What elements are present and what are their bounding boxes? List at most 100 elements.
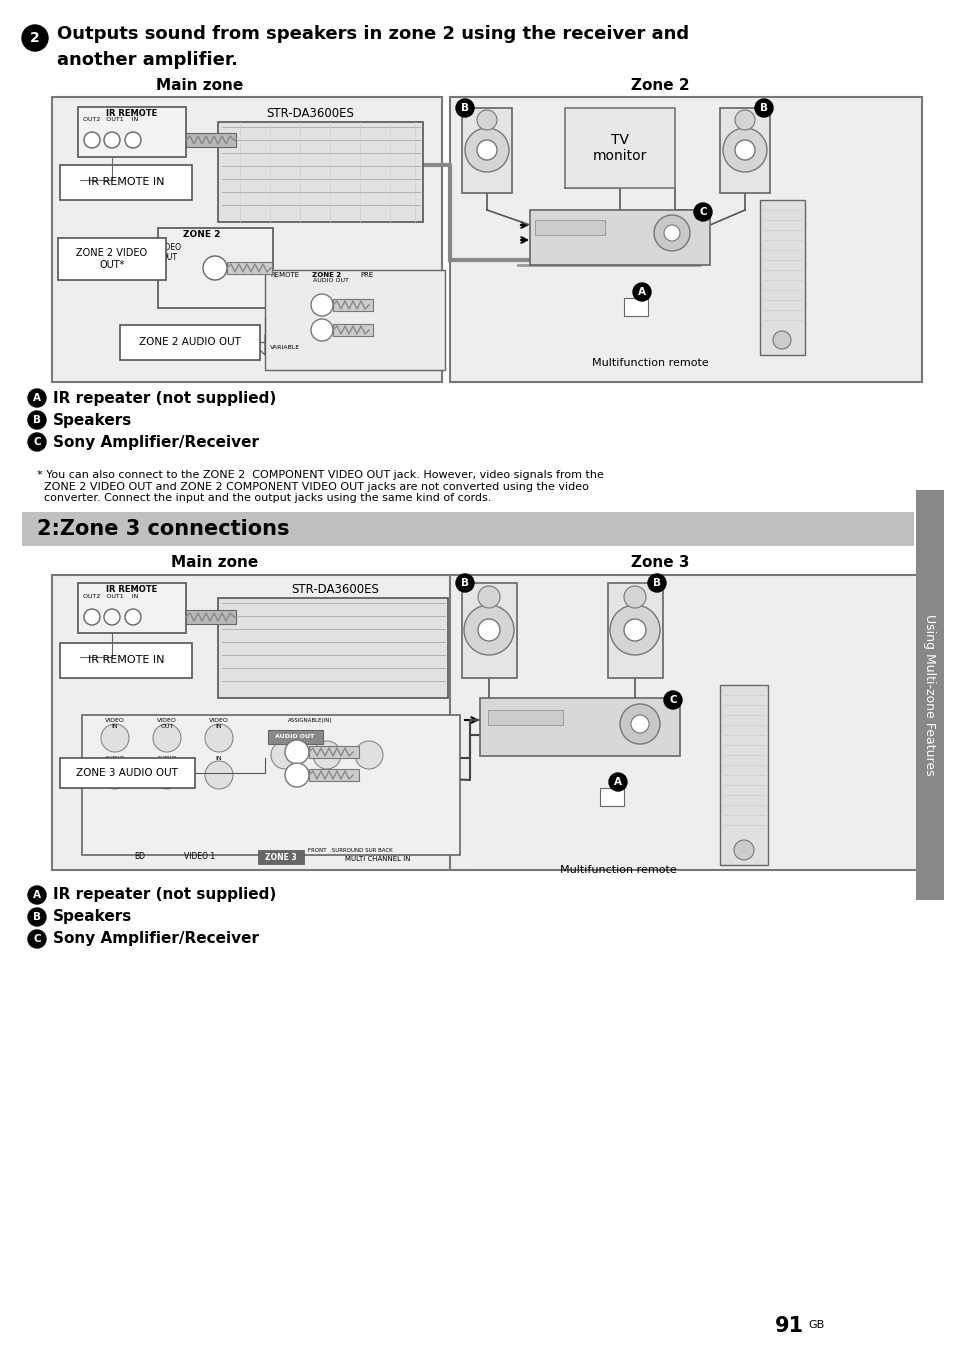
Text: OUT2   OUT1    IN: OUT2 OUT1 IN bbox=[83, 118, 138, 122]
Text: Zone 2: Zone 2 bbox=[630, 78, 689, 93]
Circle shape bbox=[101, 725, 129, 752]
Bar bbox=[265, 270, 444, 370]
Circle shape bbox=[456, 99, 474, 118]
Circle shape bbox=[663, 691, 681, 708]
Text: ZONE 3 AUDIO OUT: ZONE 3 AUDIO OUT bbox=[76, 768, 178, 777]
Text: GB: GB bbox=[807, 1320, 823, 1330]
Circle shape bbox=[630, 715, 648, 733]
Bar bbox=[78, 107, 186, 157]
Bar bbox=[461, 108, 512, 193]
Text: B: B bbox=[33, 415, 41, 425]
Circle shape bbox=[311, 293, 333, 316]
Circle shape bbox=[772, 331, 790, 349]
Bar bbox=[22, 512, 913, 546]
Text: 2: 2 bbox=[30, 31, 40, 45]
Text: ZONE 2 VIDEO
OUT*: ZONE 2 VIDEO OUT* bbox=[76, 249, 148, 270]
Text: Main zone: Main zone bbox=[172, 556, 258, 571]
Text: REMOTE: REMOTE bbox=[270, 272, 299, 279]
Bar bbox=[186, 610, 235, 625]
Text: IR REMOTE: IR REMOTE bbox=[107, 110, 157, 118]
Bar bbox=[52, 97, 441, 383]
Text: 2:Zone 3 connections: 2:Zone 3 connections bbox=[37, 519, 289, 539]
Circle shape bbox=[654, 215, 689, 251]
Text: ZONE 2: ZONE 2 bbox=[183, 230, 220, 239]
Text: VARIABLE: VARIABLE bbox=[270, 345, 300, 350]
Circle shape bbox=[203, 256, 227, 280]
Circle shape bbox=[609, 604, 659, 654]
Text: IR repeater (not supplied): IR repeater (not supplied) bbox=[53, 391, 276, 406]
Text: IR REMOTE IN: IR REMOTE IN bbox=[88, 654, 164, 665]
Text: IR REMOTE IN: IR REMOTE IN bbox=[88, 177, 164, 187]
Circle shape bbox=[355, 741, 382, 769]
Text: VIDEO
OUT: VIDEO OUT bbox=[158, 243, 182, 262]
Circle shape bbox=[271, 741, 298, 769]
Circle shape bbox=[633, 283, 650, 301]
Circle shape bbox=[754, 99, 772, 118]
Text: C: C bbox=[33, 437, 41, 448]
Circle shape bbox=[152, 761, 181, 790]
Bar bbox=[461, 583, 517, 677]
Circle shape bbox=[476, 141, 497, 160]
Bar bbox=[52, 575, 472, 869]
Bar bbox=[530, 210, 709, 265]
Text: IN: IN bbox=[215, 756, 222, 761]
Circle shape bbox=[608, 773, 626, 791]
Text: OUT2   OUT1    IN: OUT2 OUT1 IN bbox=[83, 594, 138, 599]
Bar bbox=[333, 299, 373, 311]
Bar bbox=[158, 228, 273, 308]
Text: BD: BD bbox=[134, 852, 146, 861]
Circle shape bbox=[477, 619, 499, 641]
Bar bbox=[760, 200, 804, 356]
Circle shape bbox=[623, 619, 645, 641]
Text: Multifunction remote: Multifunction remote bbox=[591, 358, 708, 368]
Circle shape bbox=[104, 608, 120, 625]
Text: B: B bbox=[460, 103, 469, 114]
Circle shape bbox=[101, 761, 129, 790]
Text: ASSIGNABLE(IN): ASSIGNABLE(IN) bbox=[288, 718, 332, 723]
Text: C: C bbox=[33, 934, 41, 944]
Text: AUDIO OUT: AUDIO OUT bbox=[313, 279, 349, 283]
Circle shape bbox=[464, 128, 509, 172]
Text: A: A bbox=[614, 777, 621, 787]
Bar bbox=[607, 583, 662, 677]
Bar bbox=[720, 685, 767, 865]
Text: 91: 91 bbox=[774, 1315, 803, 1336]
Text: IR repeater (not supplied): IR repeater (not supplied) bbox=[53, 887, 276, 903]
Text: Using Multi-zone Features: Using Multi-zone Features bbox=[923, 614, 936, 776]
Text: STR-DA3600ES: STR-DA3600ES bbox=[266, 107, 354, 120]
Circle shape bbox=[28, 930, 46, 948]
Circle shape bbox=[28, 433, 46, 452]
Text: A: A bbox=[33, 393, 41, 403]
Circle shape bbox=[734, 141, 754, 160]
Circle shape bbox=[285, 740, 309, 764]
Bar bbox=[333, 324, 373, 337]
Text: VIDEO
OUT: VIDEO OUT bbox=[157, 718, 176, 729]
Circle shape bbox=[463, 604, 514, 654]
Text: B: B bbox=[652, 579, 660, 588]
Circle shape bbox=[619, 704, 659, 744]
Text: AUDIO
OUT: AUDIO OUT bbox=[156, 756, 177, 767]
Bar bbox=[268, 730, 323, 744]
Text: ZONE 3: ZONE 3 bbox=[265, 853, 296, 861]
Bar bbox=[599, 788, 623, 806]
Text: VIDEO
IN: VIDEO IN bbox=[105, 718, 125, 729]
Bar bbox=[60, 165, 192, 200]
Text: ZONE 2: ZONE 2 bbox=[312, 272, 341, 279]
Text: Sony Amplifier/Receiver: Sony Amplifier/Receiver bbox=[53, 434, 258, 449]
Circle shape bbox=[311, 319, 333, 341]
Text: Speakers: Speakers bbox=[53, 910, 132, 925]
Text: A: A bbox=[33, 890, 41, 900]
Bar bbox=[218, 122, 422, 222]
Text: AUDIO OUT: AUDIO OUT bbox=[275, 734, 314, 740]
Text: Main zone: Main zone bbox=[156, 78, 243, 93]
Circle shape bbox=[476, 110, 497, 130]
Bar bbox=[479, 698, 679, 756]
Bar bbox=[450, 575, 921, 869]
Bar bbox=[309, 769, 358, 781]
Circle shape bbox=[734, 110, 754, 130]
Text: AUDIO
IN: AUDIO IN bbox=[105, 756, 125, 767]
Text: Multifunction remote: Multifunction remote bbox=[559, 865, 676, 875]
Circle shape bbox=[84, 608, 100, 625]
Bar bbox=[309, 746, 358, 758]
Bar bbox=[488, 710, 562, 725]
